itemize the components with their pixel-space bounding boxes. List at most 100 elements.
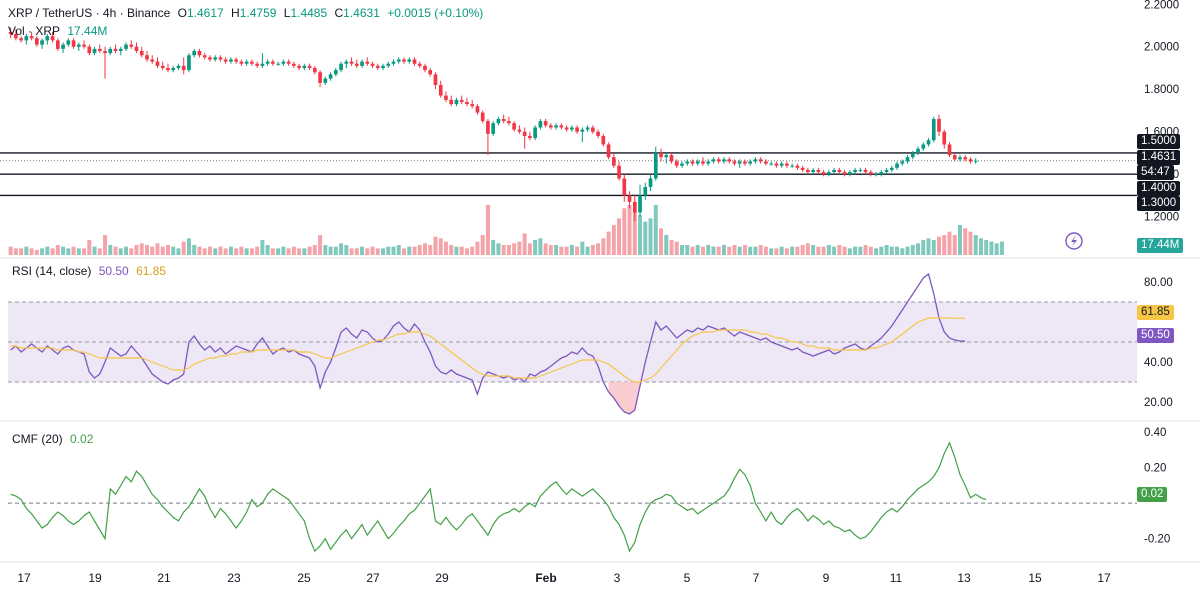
- volume-bar: [433, 236, 438, 255]
- volume-bar: [40, 248, 45, 255]
- cmf-legend: CMF (20) 0.02: [12, 432, 97, 446]
- candle-body: [250, 61, 254, 64]
- candle-body: [821, 172, 826, 175]
- volume-bar: [916, 243, 921, 255]
- candle-body: [45, 36, 50, 41]
- candle-body: [643, 186, 648, 196]
- volume-bar: [249, 248, 254, 255]
- candle-body: [711, 159, 716, 162]
- volume-bar: [957, 225, 962, 255]
- candle-body: [197, 50, 202, 56]
- volume-bar: [207, 246, 212, 255]
- volume-bar: [706, 245, 711, 255]
- candle-body: [244, 61, 249, 64]
- candle-body: [171, 67, 176, 71]
- candle-body: [816, 169, 821, 173]
- candle-body: [166, 67, 170, 71]
- x-tick-14: 15: [1028, 571, 1042, 585]
- candle-body: [706, 161, 711, 164]
- volume-bar: [999, 241, 1004, 255]
- rsi-tag: 50.50: [1137, 328, 1174, 343]
- volume-bar: [858, 246, 863, 255]
- volume-bar: [559, 246, 564, 255]
- volume-bar: [569, 245, 574, 255]
- volume-bar: [228, 246, 233, 255]
- candle-body: [512, 123, 516, 130]
- volume-legend-value: 17.44M: [67, 24, 108, 38]
- volume-bar: [354, 248, 359, 255]
- candle-body: [402, 59, 406, 62]
- candle-body: [779, 163, 784, 166]
- lightning-icon-ring: [1065, 232, 1083, 250]
- volume-bar: [92, 246, 97, 255]
- candle-body: [884, 169, 889, 173]
- low-value: 1.4485: [290, 6, 328, 20]
- candle-body: [391, 61, 396, 64]
- candle-body: [202, 55, 207, 58]
- candle-body: [192, 50, 197, 56]
- volume-bar: [213, 248, 218, 255]
- volume-bar: [302, 248, 307, 255]
- volume-bar: [527, 243, 532, 255]
- lightning-icon: [1065, 232, 1083, 250]
- volume-bar: [963, 228, 968, 255]
- rsi-tick-2: 20.00: [1144, 397, 1173, 409]
- candle-body: [40, 40, 44, 45]
- rsi-ma-line: [10, 317, 966, 383]
- candle-body: [590, 127, 595, 132]
- volume-bar: [8, 246, 13, 255]
- volume-bar: [66, 248, 71, 255]
- volume-bar: [994, 243, 999, 255]
- volume-bar: [176, 248, 181, 255]
- volume-bar: [617, 218, 622, 255]
- candle-body: [701, 161, 705, 164]
- candle-body: [286, 61, 291, 64]
- volume-bar: [192, 245, 197, 255]
- volume-bar: [333, 246, 338, 255]
- volume-bar: [55, 245, 60, 255]
- rsi-ma-tag: 61.85: [1137, 305, 1174, 320]
- candle-body: [601, 135, 606, 145]
- volume-tag: 17.44M: [1137, 238, 1184, 253]
- symbol-label: XRP / TetherUS · 4h · Binance: [8, 6, 171, 20]
- candle-body: [947, 144, 952, 156]
- current-price-tag: 1.4631: [1137, 150, 1181, 165]
- candle-body: [276, 63, 280, 65]
- candle-body: [853, 169, 857, 173]
- candle-body: [958, 157, 962, 160]
- volume-bar: [669, 240, 674, 255]
- volume-bar: [270, 248, 275, 255]
- volume-bar: [328, 246, 333, 255]
- volume-bar: [29, 248, 34, 255]
- candle-body: [318, 72, 322, 83]
- candle-body: [412, 59, 417, 64]
- volume-bar: [973, 235, 978, 255]
- x-tick-13: 13: [957, 571, 971, 585]
- volume-bar: [496, 243, 501, 255]
- candle-body: [255, 63, 259, 66]
- candle-body: [297, 65, 301, 68]
- volume-bar: [318, 235, 323, 255]
- x-tick-12: 11: [890, 571, 903, 585]
- volume-bar: [108, 245, 113, 255]
- candle-body: [795, 165, 800, 168]
- candle-body: [454, 99, 459, 105]
- volume-bar: [795, 246, 800, 255]
- volume-bar: [402, 248, 406, 255]
- volume-bar: [370, 246, 375, 255]
- volume-bar: [700, 246, 705, 255]
- volume-bar: [82, 248, 87, 255]
- volume-bar: [674, 241, 679, 255]
- cmf-tick-2: -0.20: [1144, 534, 1170, 546]
- volume-bar: [575, 246, 580, 255]
- volume-bar: [879, 246, 884, 255]
- candle-body: [475, 106, 480, 113]
- volume-bar: [150, 246, 155, 255]
- candle-body: [827, 172, 831, 175]
- candle-body: [375, 65, 380, 68]
- volume-bar: [690, 246, 695, 255]
- candle-body: [82, 44, 86, 47]
- volume-bar: [931, 240, 936, 255]
- candle-body: [942, 131, 947, 145]
